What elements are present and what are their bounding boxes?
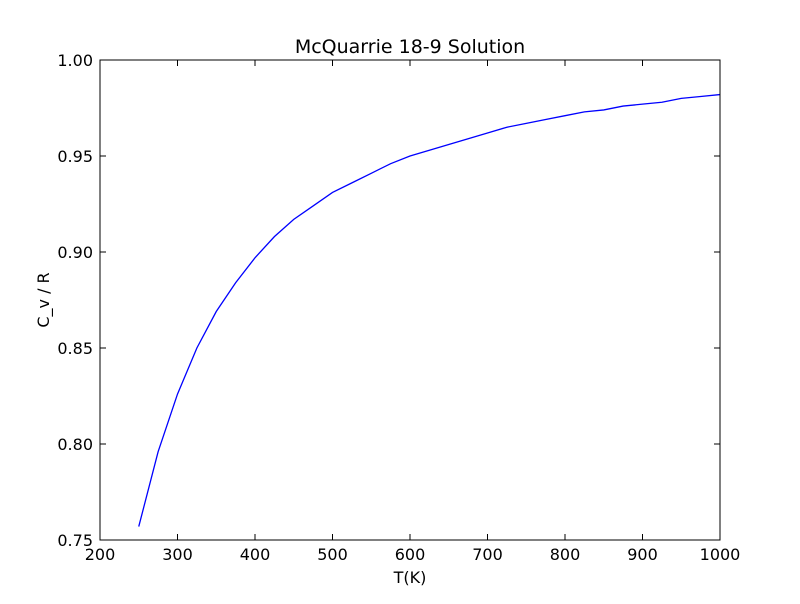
plot-area: 200 300 400 500 600 700 800 900 1000 0.75 0.80 0.85… [57, 51, 740, 564]
x-tick-label: 500 [317, 545, 348, 564]
x-tick-label: 200 [85, 545, 116, 564]
x-tick-label: 900 [627, 545, 658, 564]
y-tick-label: 0.75 [57, 531, 93, 550]
x-axis-label: T(K) [393, 568, 427, 587]
y-tick-label: 1.00 [57, 51, 93, 70]
y-tick-label: 0.90 [57, 243, 93, 262]
y-tick-label: 0.95 [57, 147, 93, 166]
y-axis-label: C_v / R [34, 272, 54, 327]
x-tick-label: 700 [472, 545, 503, 564]
x-tick-label: 600 [395, 545, 426, 564]
y-tick-label: 0.85 [57, 339, 93, 358]
chart-title: McQuarrie 18-9 Solution [295, 36, 525, 58]
x-tick-label: 1000 [700, 545, 741, 564]
y-tick-label: 0.80 [57, 435, 93, 454]
series-line-0 [138, 93, 721, 527]
x-tick-label: 400 [240, 545, 271, 564]
x-tick-label: 300 [162, 545, 193, 564]
x-tick-label: 800 [550, 545, 581, 564]
